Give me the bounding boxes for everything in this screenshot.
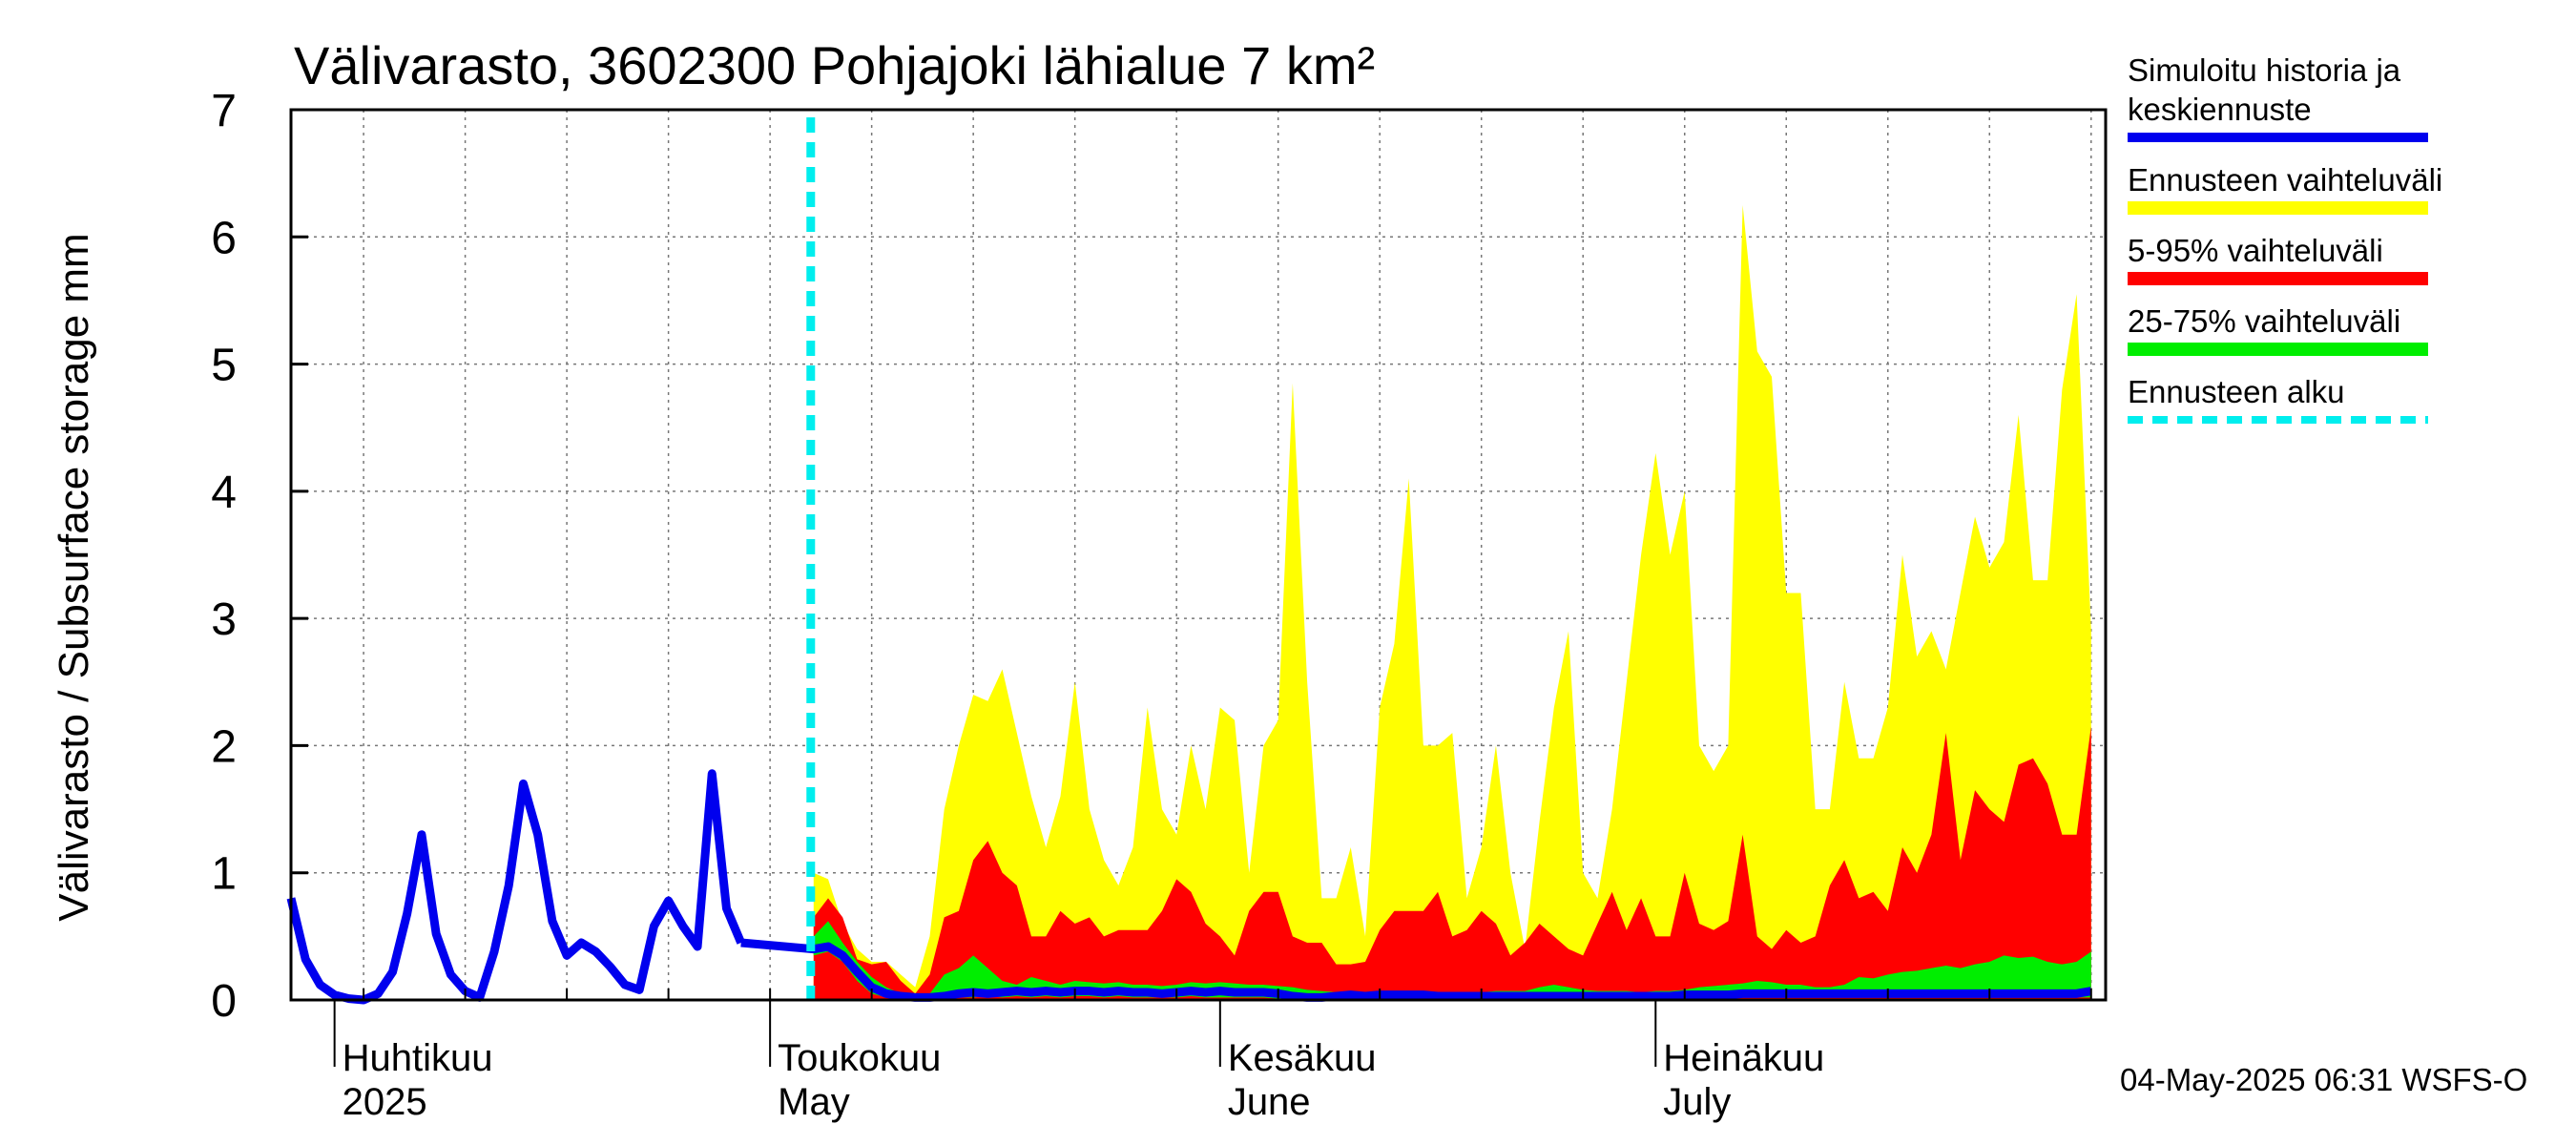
y-tick-label: 2 [211, 721, 237, 772]
month-label-en: June [1228, 1081, 1311, 1123]
legend: Simuloitu historia ja keskiennuste Ennus… [2128, 52, 2442, 424]
y-axis-label: Välivarasto / Subsurface storage mm [51, 233, 97, 921]
history-line [286, 769, 745, 1005]
plot-frame [289, 108, 2108, 1002]
forecast-p5-95-area [813, 726, 2091, 1000]
month-label-fi: Huhtikuu [343, 1037, 493, 1079]
month-label-en: 2025 [343, 1081, 427, 1123]
legend-label-forecast-start: Ennusteen alku [2128, 374, 2345, 409]
month-label-fi: Kesäkuu [1228, 1037, 1377, 1079]
footer-timestamp: 04-May-2025 06:31 WSFS-O [2120, 1062, 2527, 1097]
month-label-fi: Heinäkuu [1663, 1037, 1824, 1079]
x-ticks [333, 989, 2092, 1067]
legend-label-p5-95: 5-95% vaihteluväli [2128, 233, 2383, 268]
legend-label-history-2: keskiennuste [2128, 92, 2312, 127]
month-label-en: July [1663, 1081, 1731, 1123]
y-tick-label: 3 [211, 594, 237, 645]
y-tick-label: 5 [211, 341, 237, 391]
month-label-fi: Toukokuu [778, 1037, 941, 1079]
y-tick-label: 7 [211, 86, 237, 136]
y-tick-label: 4 [211, 468, 237, 518]
y-tick-label: 6 [211, 213, 237, 263]
legend-label-range: Ennusteen vaihteluväli [2128, 162, 2442, 198]
forecast-range-area [813, 204, 2091, 1000]
month-label-en: May [778, 1081, 850, 1123]
y-tick-label: 1 [211, 849, 237, 900]
chart-title: Välivarasto, 3602300 Pohjajoki lähialue … [294, 35, 1375, 95]
y-ticks: 0 1 2 3 4 5 6 7 [211, 86, 308, 1027]
p95-band [813, 726, 2091, 1000]
median-forecast-line [740, 938, 2092, 1002]
legend-label-history-1: Simuloitu historia ja [2128, 52, 2401, 88]
max-band [813, 204, 2091, 1000]
legend-label-p25-75: 25-75% vaihteluväli [2128, 303, 2400, 339]
y-tick-label: 0 [211, 976, 237, 1027]
